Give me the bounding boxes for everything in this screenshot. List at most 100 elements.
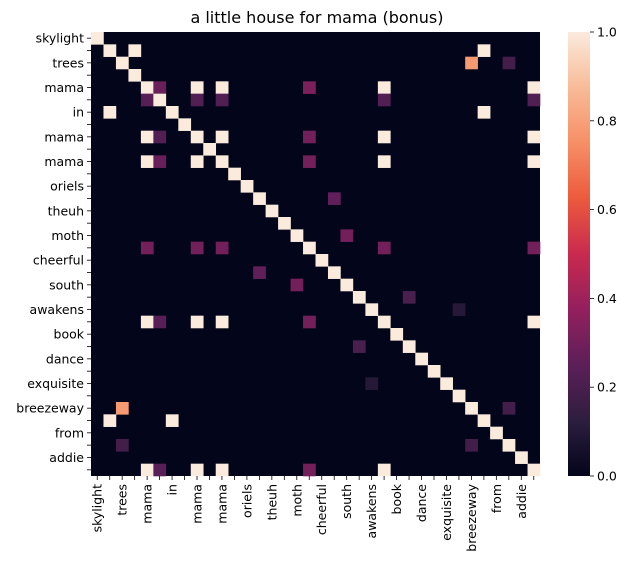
y-tick-label: mama — [44, 154, 84, 169]
heatmap-cell — [215, 241, 229, 255]
x-tick-label: mama — [190, 484, 205, 524]
heatmap-cell — [215, 130, 229, 144]
y-tick-label: dance — [46, 351, 84, 366]
y-tick-label: book — [54, 327, 85, 342]
x-tick-label: south — [339, 484, 354, 519]
heatmap-cell — [303, 463, 316, 477]
colorbar-tick-label: 0.4 — [597, 291, 617, 306]
heatmap-cell — [465, 56, 478, 70]
x-tick-label: book — [389, 483, 404, 514]
y-axis-labels: skylight trees mama in mama mama oriels theuh mo… — [16, 31, 91, 471]
heatmap-cell — [427, 365, 441, 378]
y-tick-label: trees — [52, 55, 84, 70]
heatmap-cell — [377, 155, 391, 168]
heatmap-cell — [153, 81, 167, 94]
y-tick-label: awakens — [30, 302, 84, 317]
x-tick-label: theuh — [264, 484, 279, 520]
colorbar-tick-label: 0.6 — [597, 202, 617, 217]
y-tick-label: breezeway — [16, 401, 84, 416]
heatmap-cell — [215, 315, 229, 329]
x-tick-label: exquisite — [439, 484, 454, 541]
heatmap-cell — [402, 291, 416, 304]
heatmap-cell — [190, 93, 204, 107]
heatmap-cell — [490, 426, 503, 440]
heatmap-cell — [240, 180, 254, 193]
heatmap-cell — [215, 93, 229, 107]
y-tick-label: mama — [44, 129, 84, 144]
x-tick-label: oriels — [239, 484, 254, 518]
colorbar-ticks: 0.0 0.2 0.4 0.6 0.8 1.0 — [590, 25, 617, 484]
heatmap-cell — [228, 167, 241, 181]
heatmap-cell — [140, 241, 154, 255]
y-tick-label: exquisite — [27, 376, 84, 391]
heatmap-cell — [153, 130, 167, 144]
heatmap-cell — [190, 315, 204, 329]
colorbar — [568, 32, 590, 476]
heatmap-cell — [527, 315, 541, 329]
y-tick-label: oriels — [50, 179, 84, 194]
x-tick-label: in — [165, 484, 180, 495]
heatmap-cell — [103, 414, 117, 427]
y-tick-label: addie — [49, 450, 84, 465]
heatmap-cell — [290, 229, 304, 242]
heatmap-cell — [128, 44, 142, 57]
heatmap-cell — [352, 340, 366, 353]
heatmap-cell — [527, 463, 541, 477]
heatmap-cell — [253, 266, 266, 279]
heatmap-cell — [303, 130, 316, 144]
heatmap-cell — [527, 130, 541, 144]
heatmap-cell — [502, 402, 516, 415]
heatmap-cell — [140, 81, 154, 94]
x-tick-label: skylight — [90, 484, 105, 533]
heatmap-cell — [153, 155, 167, 168]
heatmap-cell — [477, 44, 491, 57]
heatmap-cell — [303, 315, 316, 329]
heatmap-cell — [215, 463, 229, 477]
heatmap-cell — [327, 266, 341, 279]
heatmap-cell — [527, 81, 541, 94]
heatmap-cell — [377, 130, 391, 144]
heatmap-cell — [315, 254, 329, 267]
heatmap-cell — [190, 81, 204, 94]
heatmap-cell — [190, 241, 204, 255]
heatmap-cell — [415, 352, 429, 366]
y-tick-label: mama — [44, 80, 84, 95]
heatmap-cell — [440, 377, 453, 390]
colorbar-tick-label: 0.8 — [597, 113, 617, 128]
heatmap-cell — [115, 402, 129, 415]
heatmap-cell — [265, 204, 279, 218]
x-tick-label: addie — [514, 484, 529, 519]
x-tick-label: from — [489, 484, 504, 513]
heatmap-cell — [190, 463, 204, 477]
heatmap-cell — [377, 241, 391, 255]
heatmap-cell — [115, 56, 129, 70]
x-tick-label: trees — [115, 484, 130, 516]
heatmap-cell — [303, 241, 316, 255]
colorbar-tick-label: 1.0 — [597, 25, 617, 40]
y-tick-label: from — [55, 425, 84, 440]
heatmap-cell — [140, 463, 154, 477]
heatmap-cell — [278, 217, 291, 230]
heatmap-cell — [190, 130, 204, 144]
y-tick-label: theuh — [48, 203, 84, 218]
heatmap-cell — [153, 93, 167, 107]
x-tick-label: cheerful — [314, 484, 329, 535]
chart-title: a little house for mama (bonus) — [190, 8, 443, 27]
heatmap-cell — [103, 44, 117, 57]
heatmap-cell — [452, 389, 466, 403]
heatmap-cell — [215, 155, 229, 168]
y-tick-label: skylight — [36, 31, 85, 46]
x-tick-label: breezeway — [464, 483, 479, 551]
heatmap-cell — [365, 377, 379, 390]
x-tick-label: dance — [414, 484, 429, 522]
heatmap-cell — [465, 439, 478, 452]
y-tick-label: cheerful — [33, 253, 84, 268]
x-axis-labels: skylight trees mama in mama mama oriels theuh mo… — [90, 476, 535, 552]
heatmap-cell — [327, 192, 341, 205]
heatmap-cell — [502, 56, 516, 70]
heatmap-cell — [165, 106, 179, 119]
heatmap-cell — [91, 32, 104, 45]
heatmap-cell — [365, 303, 379, 316]
heatmap-cell — [140, 93, 154, 107]
